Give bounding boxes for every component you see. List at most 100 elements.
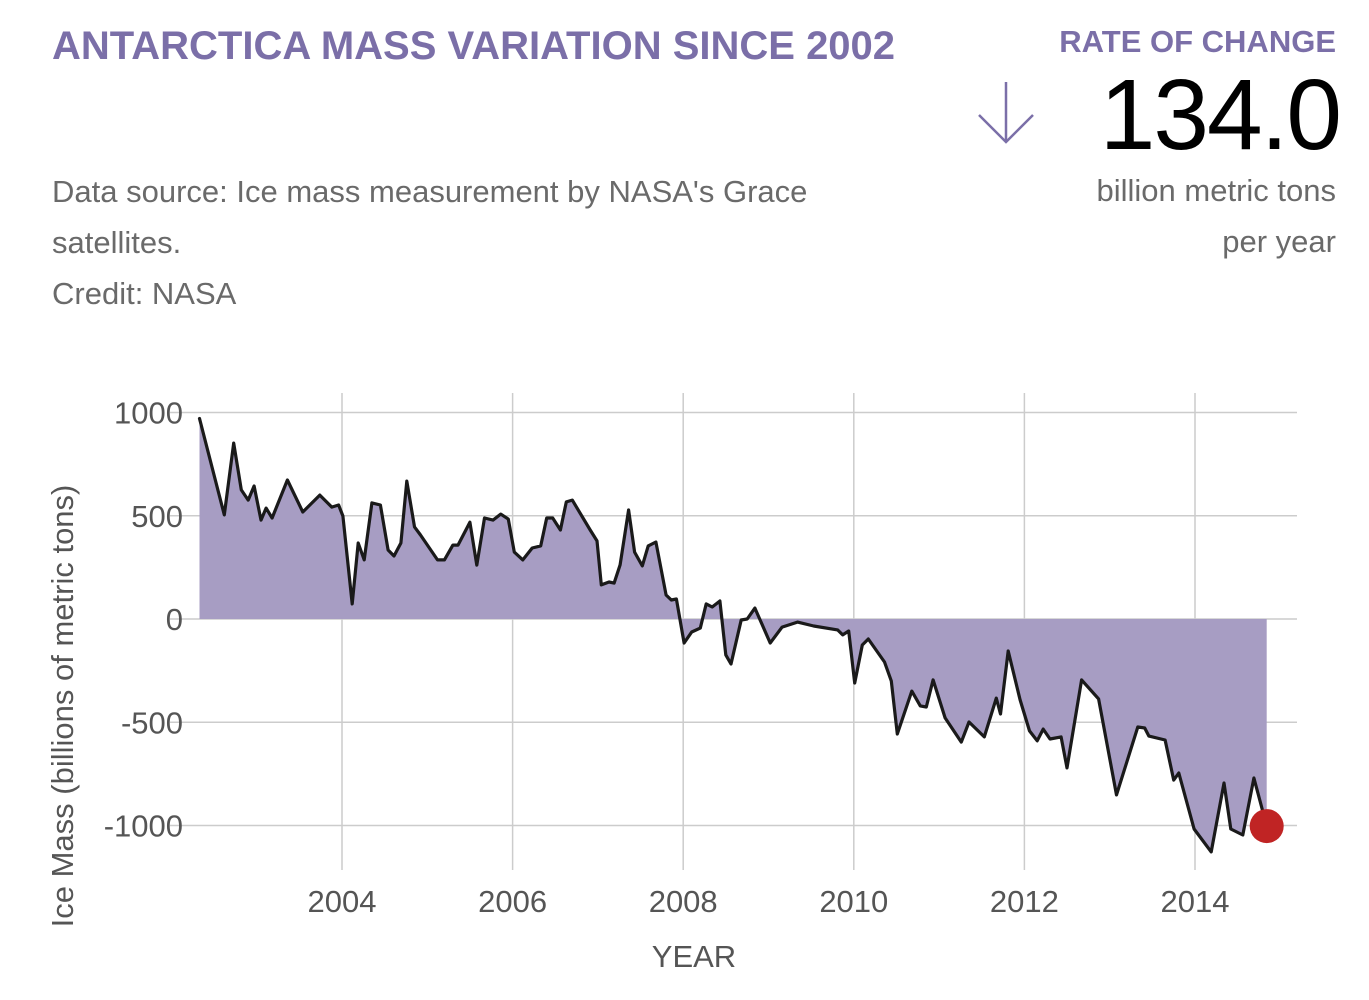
rate-of-change-label: RATE OF CHANGE bbox=[1059, 24, 1336, 59]
data-point bbox=[1080, 678, 1083, 681]
data-point bbox=[861, 643, 864, 646]
data-point bbox=[341, 514, 344, 517]
data-point bbox=[507, 518, 510, 521]
y-tick-label: 0 bbox=[166, 602, 183, 637]
data-source-line-2: satellites. bbox=[52, 225, 182, 260]
data-point bbox=[699, 627, 702, 630]
data-point bbox=[1036, 739, 1039, 742]
data-point bbox=[883, 660, 886, 663]
data-point bbox=[847, 629, 850, 632]
data-point bbox=[419, 533, 422, 536]
data-point bbox=[746, 617, 749, 620]
data-point bbox=[318, 494, 321, 497]
data-point bbox=[1193, 827, 1196, 830]
data-point bbox=[436, 558, 439, 561]
data-point bbox=[595, 539, 598, 542]
data-point bbox=[521, 558, 524, 561]
data-point bbox=[1252, 776, 1255, 779]
data-point bbox=[960, 741, 963, 744]
data-point bbox=[853, 681, 856, 684]
data-point bbox=[1060, 735, 1063, 738]
data-source-line-1: Data source: Ice mass measurement by NAS… bbox=[52, 174, 808, 209]
data-point bbox=[301, 510, 304, 513]
data-point bbox=[999, 712, 1002, 715]
chart-title: ANTARCTICA MASS VARIATION SINCE 2002 bbox=[52, 24, 896, 68]
data-point bbox=[443, 558, 446, 561]
data-point bbox=[683, 641, 686, 644]
data-point bbox=[711, 605, 714, 608]
data-point bbox=[995, 697, 998, 700]
data-point bbox=[451, 544, 454, 547]
data-point bbox=[647, 544, 650, 547]
data-point bbox=[240, 488, 243, 491]
data-point bbox=[613, 582, 616, 585]
data-point bbox=[836, 628, 839, 631]
data-point bbox=[265, 507, 268, 510]
data-point bbox=[607, 580, 610, 583]
data-point bbox=[718, 599, 721, 602]
data-point bbox=[499, 513, 502, 516]
data-point bbox=[675, 597, 678, 600]
arrow-down-icon bbox=[978, 82, 1034, 144]
data-point bbox=[724, 653, 727, 656]
data-point bbox=[363, 558, 366, 561]
data-point bbox=[600, 583, 603, 586]
data-point bbox=[967, 720, 970, 723]
area-fill bbox=[199, 418, 1267, 852]
data-point bbox=[896, 732, 899, 735]
x-tick-label: 2010 bbox=[819, 884, 888, 919]
data-point bbox=[890, 679, 893, 682]
data-point bbox=[1143, 726, 1146, 729]
data-point bbox=[633, 551, 636, 554]
y-tick-label: -500 bbox=[121, 705, 183, 740]
data-point bbox=[565, 500, 568, 503]
data-point bbox=[232, 442, 235, 445]
y-tick-label: -1000 bbox=[104, 809, 183, 844]
data-point bbox=[1177, 771, 1180, 774]
data-point bbox=[1265, 825, 1268, 828]
x-axis-label: YEAR bbox=[652, 939, 736, 974]
data-point bbox=[1222, 781, 1225, 784]
data-point bbox=[1115, 793, 1118, 796]
data-point bbox=[413, 525, 416, 528]
area-layer bbox=[199, 418, 1267, 852]
data-point bbox=[1164, 738, 1167, 741]
data-point bbox=[387, 548, 390, 551]
data-point bbox=[729, 662, 732, 665]
rate-value-row: 134.0 bbox=[916, 60, 1342, 170]
x-tick-label: 2008 bbox=[649, 884, 718, 919]
rate-unit: billion metric tons per year bbox=[916, 165, 1336, 267]
data-point bbox=[286, 478, 289, 481]
latest-value-marker[interactable] bbox=[1249, 809, 1284, 844]
data-point bbox=[910, 690, 913, 693]
data-point bbox=[1097, 697, 1100, 700]
data-point bbox=[665, 593, 668, 596]
series-line bbox=[197, 416, 1269, 854]
data-point bbox=[932, 678, 935, 681]
data-point bbox=[740, 618, 743, 621]
data-point bbox=[1241, 833, 1244, 836]
data-point bbox=[705, 602, 708, 605]
y-tick-label: 1000 bbox=[114, 396, 183, 431]
data-point bbox=[670, 598, 673, 601]
x-tick-label: 2012 bbox=[990, 884, 1059, 919]
data-point bbox=[357, 541, 360, 544]
data-point bbox=[539, 544, 542, 547]
data-point bbox=[271, 516, 274, 519]
data-point bbox=[1019, 698, 1022, 701]
data-point bbox=[531, 546, 534, 549]
credit-text: Credit: NASA bbox=[52, 276, 237, 311]
data-point bbox=[812, 624, 815, 627]
data-point bbox=[1007, 649, 1010, 652]
data-point bbox=[253, 484, 256, 487]
data-point bbox=[337, 503, 340, 506]
x-tick-label: 2004 bbox=[308, 884, 377, 919]
line-layer bbox=[197, 416, 1269, 854]
data-point bbox=[1065, 766, 1068, 769]
x-tick-label: 2006 bbox=[478, 884, 547, 919]
x-tick-label: 2014 bbox=[1161, 884, 1230, 919]
data-point bbox=[983, 735, 986, 738]
data-point bbox=[330, 506, 333, 509]
rate-of-change-panel: RATE OF CHANGE 134.0 bbox=[916, 20, 1342, 170]
data-point bbox=[545, 516, 548, 519]
